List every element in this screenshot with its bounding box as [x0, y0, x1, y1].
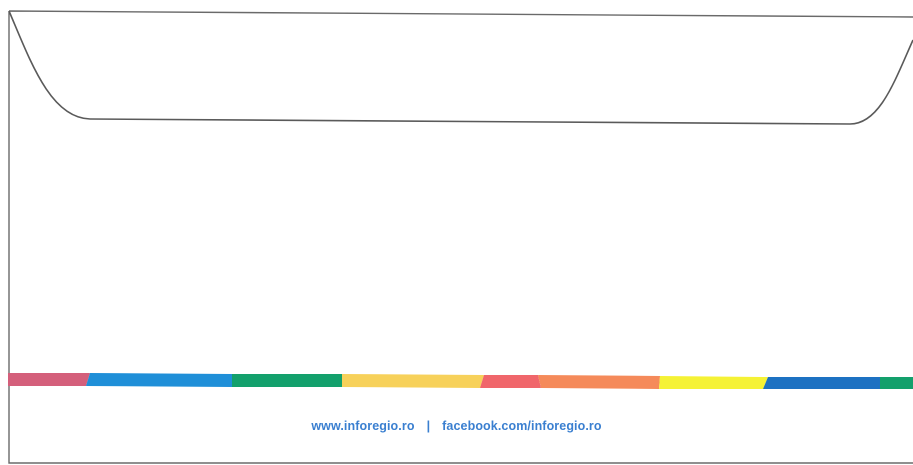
stripe-segment-dark-blue [763, 377, 880, 389]
stripe-segment-light-yellow [342, 374, 484, 388]
stripe-segment-yellow [659, 376, 768, 389]
envelope-flap [8, 10, 913, 125]
envelope-border [8, 10, 913, 464]
stripe-segment-green-end [880, 377, 913, 389]
stripe-segment-blue [86, 373, 232, 387]
website-link[interactable]: www.inforegio.ro [311, 419, 415, 433]
stripe-segment-red [480, 375, 541, 388]
color-stripe [8, 373, 913, 389]
footer-links: www.inforegio.ro | facebook.com/inforegio.… [0, 419, 913, 433]
stripe-segment-orange [538, 375, 660, 389]
facebook-link[interactable]: facebook.com/inforegio.ro [442, 419, 602, 433]
stripe-segment-pink [8, 373, 90, 386]
footer-separator: | [426, 419, 431, 433]
stripe-segment-green [232, 374, 342, 387]
